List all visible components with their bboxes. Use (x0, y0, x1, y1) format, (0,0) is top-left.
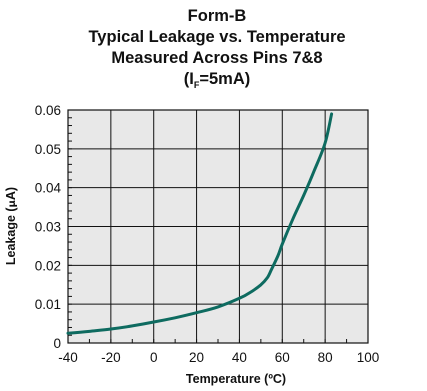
x-tick-label: 40 (232, 350, 247, 365)
condition-subscript: F (193, 80, 200, 90)
x-tick-label: 20 (189, 350, 204, 365)
title-line-1: Form-B (187, 7, 247, 25)
y-axis-title-prefix: Leakage ( (4, 207, 18, 266)
y-tick-label: 0.02 (35, 258, 61, 273)
x-axis-title: Temperature (ºC) (186, 372, 286, 386)
x-tick-label: -40 (58, 350, 78, 365)
x-tick-label: -20 (101, 350, 121, 365)
minor-ticks (67, 117, 348, 344)
gridlines (68, 110, 368, 343)
x-tick-labels: -40 -20 0 20 40 60 80 100 (58, 350, 379, 365)
x-tick-label: 0 (150, 350, 158, 365)
y-axis-title: Leakage (μA) (4, 187, 18, 265)
y-axis-title-suffix: A) (4, 187, 18, 200)
leakage-curve (66, 112, 334, 335)
title-line-2: Typical Leakage vs. Temperature (88, 28, 346, 46)
test-condition: (IF=5mA) (0, 69, 427, 92)
y-tick-label: 0.01 (35, 297, 61, 312)
y-tick-labels: 0 0.01 0.02 0.03 0.04 0.05 0.06 (35, 103, 62, 351)
title-line-3: Measured Across Pins 7&8 (111, 49, 323, 67)
x-tick-label: 60 (275, 350, 290, 365)
chart-title: Form-B Typical Leakage vs. Temperature M… (0, 6, 427, 92)
x-tick-label: 80 (318, 350, 333, 365)
y-tick-label: 0.06 (35, 103, 61, 118)
condition-open: (I (183, 70, 194, 88)
y-tick-label: 0 (53, 336, 61, 351)
y-tick-label: 0.04 (35, 181, 62, 196)
y-axis-title-symbol: μ (7, 199, 18, 207)
plot-frame (67, 109, 369, 344)
x-tick-label: 100 (357, 350, 380, 365)
y-tick-label: 0.05 (35, 142, 61, 157)
condition-close: =5mA) (199, 70, 251, 88)
y-tick-label: 0.03 (35, 220, 61, 235)
